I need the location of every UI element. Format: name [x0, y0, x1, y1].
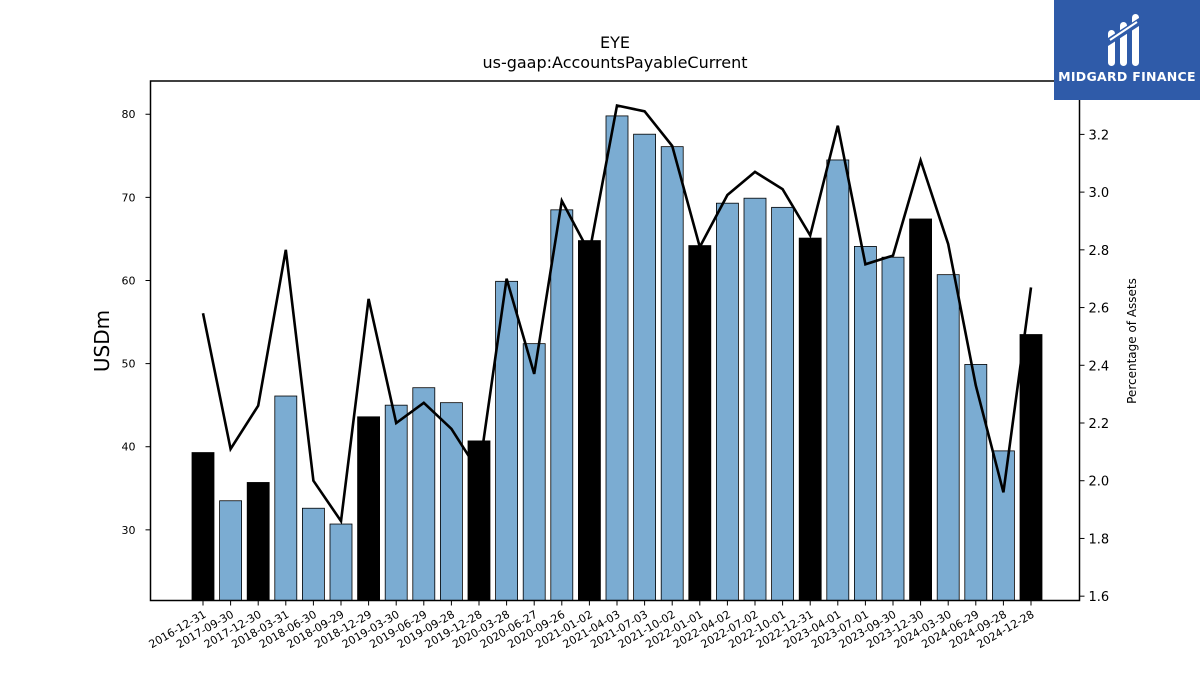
- bar-2020-06-27: [522, 343, 546, 601]
- bars-layer: [191, 115, 1043, 601]
- bar-2019-03-30: [384, 404, 408, 601]
- x-axis: 2016-12-312017-09-302017-12-302018-03-31…: [147, 600, 1037, 651]
- bar-2024-12-28: [1019, 334, 1043, 601]
- bar-2024-03-30: [936, 274, 960, 601]
- chart-subtitle: us-gaap:AccountsPayableCurrent: [482, 53, 748, 72]
- bar-2020-09-26: [550, 209, 574, 601]
- y-axis-right: 1.6 1.8 2.0 2.2 2.4 2.6 2.8 3.0 3.2: [1079, 128, 1110, 605]
- bar-2018-09-29: [329, 523, 353, 601]
- bar-2022-10-01: [771, 206, 794, 601]
- bar-2017-12-30: [246, 482, 270, 601]
- y2-tick-label: 2.2: [1089, 417, 1110, 432]
- y2-tick-label: 1.6: [1089, 590, 1110, 605]
- brand-logo: MIDGARD FINANCE: [1054, 0, 1200, 100]
- percentage-line: [201, 103, 1033, 525]
- chart-title: EYE: [600, 33, 630, 52]
- bar-2022-04-02: [716, 202, 739, 601]
- bar-2022-12-31: [798, 237, 822, 601]
- y2-tick-label: 2.4: [1089, 359, 1110, 374]
- bar-2016-12-31: [191, 452, 215, 601]
- bar-2021-01-02: [578, 240, 601, 601]
- bar-2023-09-30: [881, 256, 905, 601]
- y2-tick-label: 3.2: [1089, 128, 1110, 143]
- bar-2022-01-01: [688, 245, 712, 601]
- y2-tick-label: 1.8: [1089, 532, 1110, 547]
- bar-2023-12-30: [909, 218, 932, 601]
- bar-2022-07-02: [743, 197, 767, 601]
- bar-2021-04-03: [605, 115, 629, 601]
- y-tick-label: 80: [122, 108, 136, 121]
- bar-2023-07-01: [854, 246, 877, 601]
- y2-tick-label: 2.8: [1089, 244, 1110, 259]
- y-tick-label: 70: [122, 191, 136, 204]
- bar-2021-07-03: [633, 133, 656, 601]
- bar-2024-06-29: [964, 364, 988, 601]
- plot-frame: [149, 80, 1081, 602]
- bar-2024-09-28: [992, 450, 1015, 601]
- y-tick-label: 30: [122, 524, 136, 537]
- y2-axis-label: Percentage of Assets: [1125, 278, 1139, 404]
- bar-2018-12-29: [357, 416, 381, 601]
- bar-2023-04-01: [826, 159, 850, 601]
- y-tick-label: 40: [122, 441, 136, 454]
- y2-tick-label: 2.6: [1089, 302, 1110, 317]
- y2-tick-label: 2.0: [1089, 475, 1110, 490]
- bar-2017-09-30: [219, 500, 243, 601]
- y2-tick-label: 3.0: [1089, 186, 1110, 201]
- y-axis-left: 30 40 50 60 70 80: [122, 108, 151, 537]
- y-axis-label: USDm: [90, 310, 114, 372]
- bar-2018-03-31: [274, 395, 298, 601]
- bar-2019-09-28: [439, 402, 463, 601]
- bar-2018-06-30: [301, 507, 325, 601]
- brand-name: MIDGARD FINANCE: [1058, 69, 1196, 84]
- bar-2019-06-29: [412, 387, 436, 601]
- midgard-logo-icon: [1108, 14, 1139, 66]
- y-tick-label: 60: [122, 274, 136, 287]
- bar-2021-10-02: [660, 146, 684, 601]
- y-tick-label: 50: [122, 358, 136, 371]
- line-layer: [201, 103, 1033, 525]
